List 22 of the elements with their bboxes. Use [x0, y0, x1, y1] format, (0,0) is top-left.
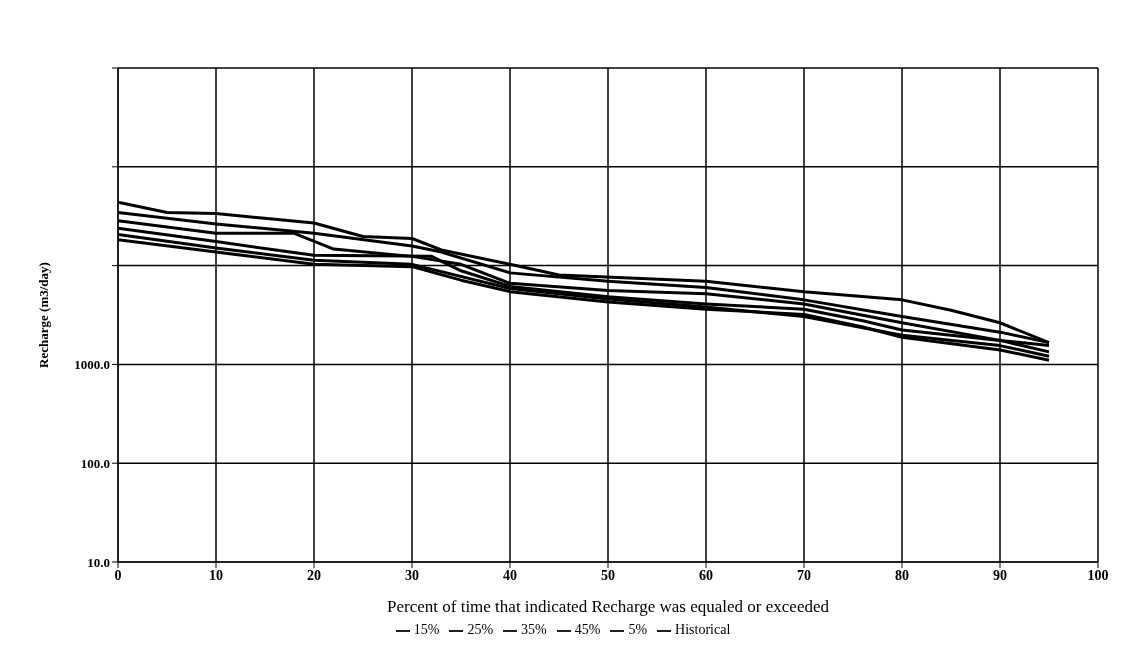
y-tick-label: 10.0	[87, 554, 110, 570]
x-tick-label: 50	[601, 567, 615, 583]
x-tick-label: 70	[797, 567, 811, 583]
y-tick-label: 100.0	[80, 455, 110, 471]
x-tick-label: 40	[503, 567, 517, 583]
x-axis-title: Percent of time that indicated Recharge was equaled or exceeded	[387, 597, 830, 616]
legend-label: Historical	[675, 622, 731, 637]
x-tick-label: 0	[114, 567, 122, 583]
legend-label: 35%	[521, 622, 547, 637]
legend-label: 45%	[574, 622, 601, 637]
x-tick-label: 20	[307, 567, 321, 583]
y-axis-title: Recharge (m3/day)	[35, 262, 51, 368]
y-tick-label: 1000.0	[74, 357, 110, 373]
x-tick-label: 10	[209, 567, 223, 583]
legend-label: 15%	[413, 622, 440, 637]
x-tick-label: 30	[405, 567, 419, 583]
x-tick-label: 80	[895, 567, 909, 583]
x-tick-label: 60	[699, 567, 713, 583]
legend-label: 25%	[467, 622, 494, 637]
x-tick-label: 90	[993, 567, 1007, 583]
x-tick-label: 100	[1087, 567, 1109, 583]
legend-label: 5%	[628, 622, 648, 637]
